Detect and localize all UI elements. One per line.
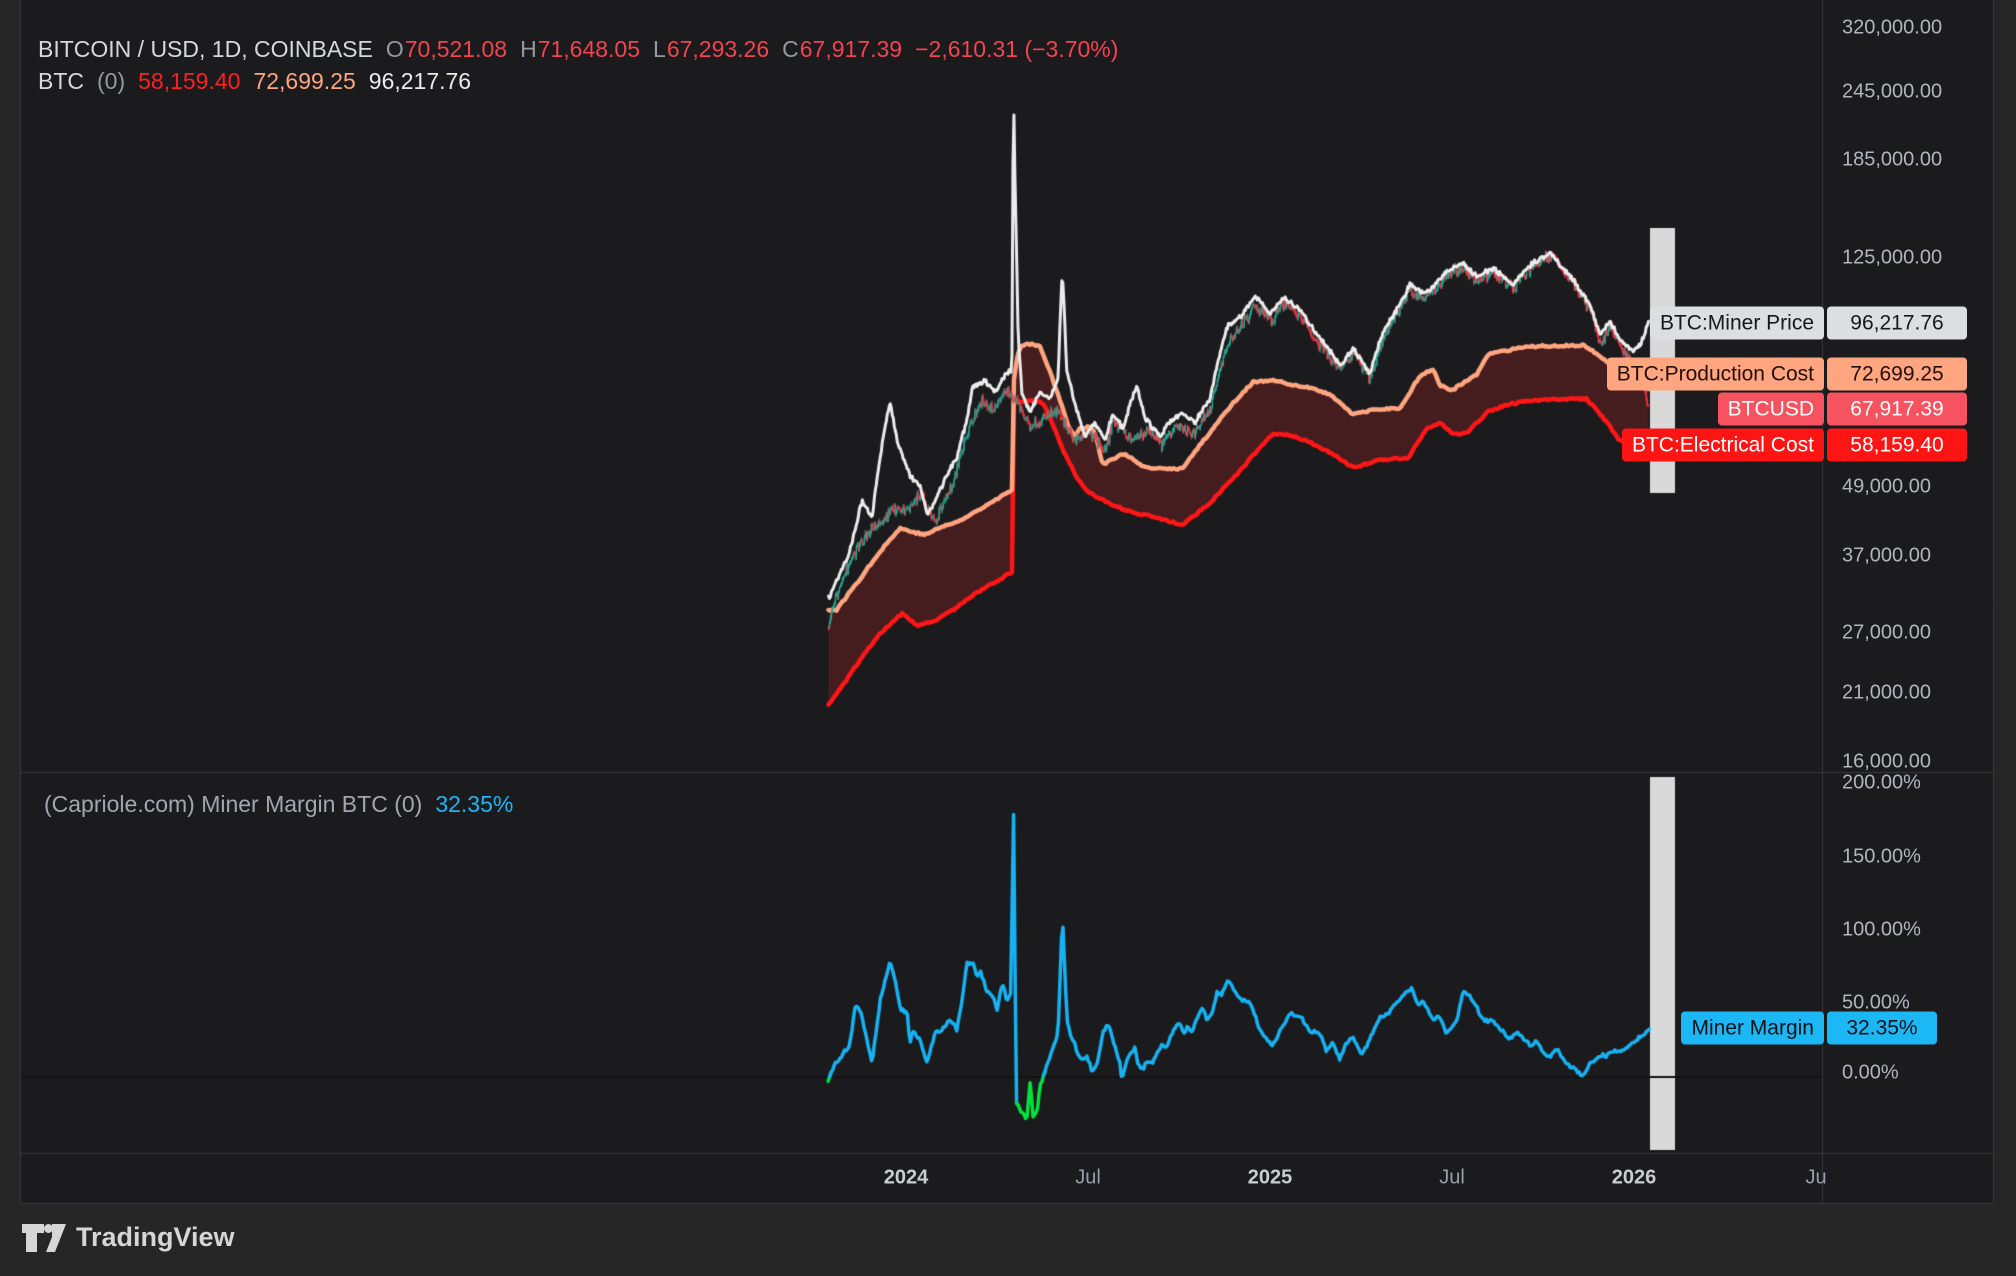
ohlc-open: O 70,521.08 <box>385 36 508 62</box>
tradingview-logo-icon <box>22 1223 66 1252</box>
price-tag-name: BTC:Miner Price <box>1649 306 1824 340</box>
pct-tick: 0.00% <box>1842 1061 1899 1084</box>
price-tick: 37,000.00 <box>1842 544 1931 567</box>
legend-pane2: (Capriole.com) Miner Margin BTC (0) 32.3… <box>44 791 513 818</box>
price-tag-name: BTCUSD <box>1717 392 1824 426</box>
price-tick: 21,000.00 <box>1842 681 1931 704</box>
price-tag-name: Miner Margin <box>1681 1011 1824 1045</box>
indicator-param: (0) <box>97 68 126 94</box>
price-tag-name: BTC:Production Cost <box>1606 357 1824 391</box>
price-tag-value: 32.35% <box>1827 1011 1937 1045</box>
time-label: Ju <box>1805 1166 1827 1189</box>
tradingview-logo-text: TradingView <box>76 1222 235 1252</box>
miner-price-value: 96,217.76 <box>368 68 472 94</box>
time-label: 2025 <box>1247 1166 1293 1189</box>
price-tick: 27,000.00 <box>1842 621 1931 644</box>
tradingview-logo[interactable]: TradingView <box>22 1222 235 1253</box>
price-tag-value: 58,159.40 <box>1827 428 1967 462</box>
ohlc-close: C 67,917.39 <box>782 36 903 62</box>
time-scale[interactable] <box>21 1153 1822 1203</box>
indicator-title[interactable]: BTC <box>38 68 84 94</box>
pct-tick: 50.00% <box>1842 991 1910 1014</box>
miner-margin-title[interactable]: (Capriole.com) Miner Margin BTC (0) <box>44 791 423 817</box>
price-tag-value: 72,699.25 <box>1827 357 1967 391</box>
legend-row-1: BITCOIN / USD, 1D, COINBASE O 70,521.08 H… <box>38 36 1118 63</box>
ohlc-high: H 71,648.05 <box>520 36 641 62</box>
price-tick: 185,000.00 <box>1842 148 1943 171</box>
pct-tick: 100.00% <box>1842 918 1921 941</box>
pane-resize-handle[interactable] <box>21 768 1822 776</box>
daily-change: −2,610.31 (−3.70%) <box>915 36 1119 62</box>
miner-margin-value: 32.35% <box>435 791 514 817</box>
price-tick: 49,000.00 <box>1842 475 1931 498</box>
price-tick: 16,000.00 <box>1842 750 1931 773</box>
price-tag-value: 67,917.39 <box>1827 392 1967 426</box>
pct-tick: 200.00% <box>1842 771 1921 794</box>
time-label: 2026 <box>1611 1166 1657 1189</box>
time-label: Jul <box>1439 1166 1465 1189</box>
price-tag-name: BTC:Electrical Cost <box>1621 428 1824 462</box>
time-label: Jul <box>1075 1166 1101 1189</box>
price-tick: 320,000.00 <box>1842 16 1943 39</box>
legend-row-2: BTC (0) 58,159.40 72,699.25 96,217.76 <box>38 68 471 95</box>
price-scale[interactable] <box>1822 0 1993 1203</box>
electrical-cost-value: 58,159.40 <box>138 68 241 94</box>
time-label: 2024 <box>883 1166 929 1189</box>
symbol-title[interactable]: BITCOIN / USD, 1D, COINBASE <box>38 36 373 62</box>
price-tag-value: 96,217.76 <box>1827 306 1967 340</box>
price-tick: 245,000.00 <box>1842 80 1943 103</box>
price-tick: 125,000.00 <box>1842 246 1943 269</box>
production-cost-value: 72,699.25 <box>253 68 356 94</box>
pct-tick: 150.00% <box>1842 845 1921 868</box>
ohlc-low: L 67,293.26 <box>653 36 770 62</box>
